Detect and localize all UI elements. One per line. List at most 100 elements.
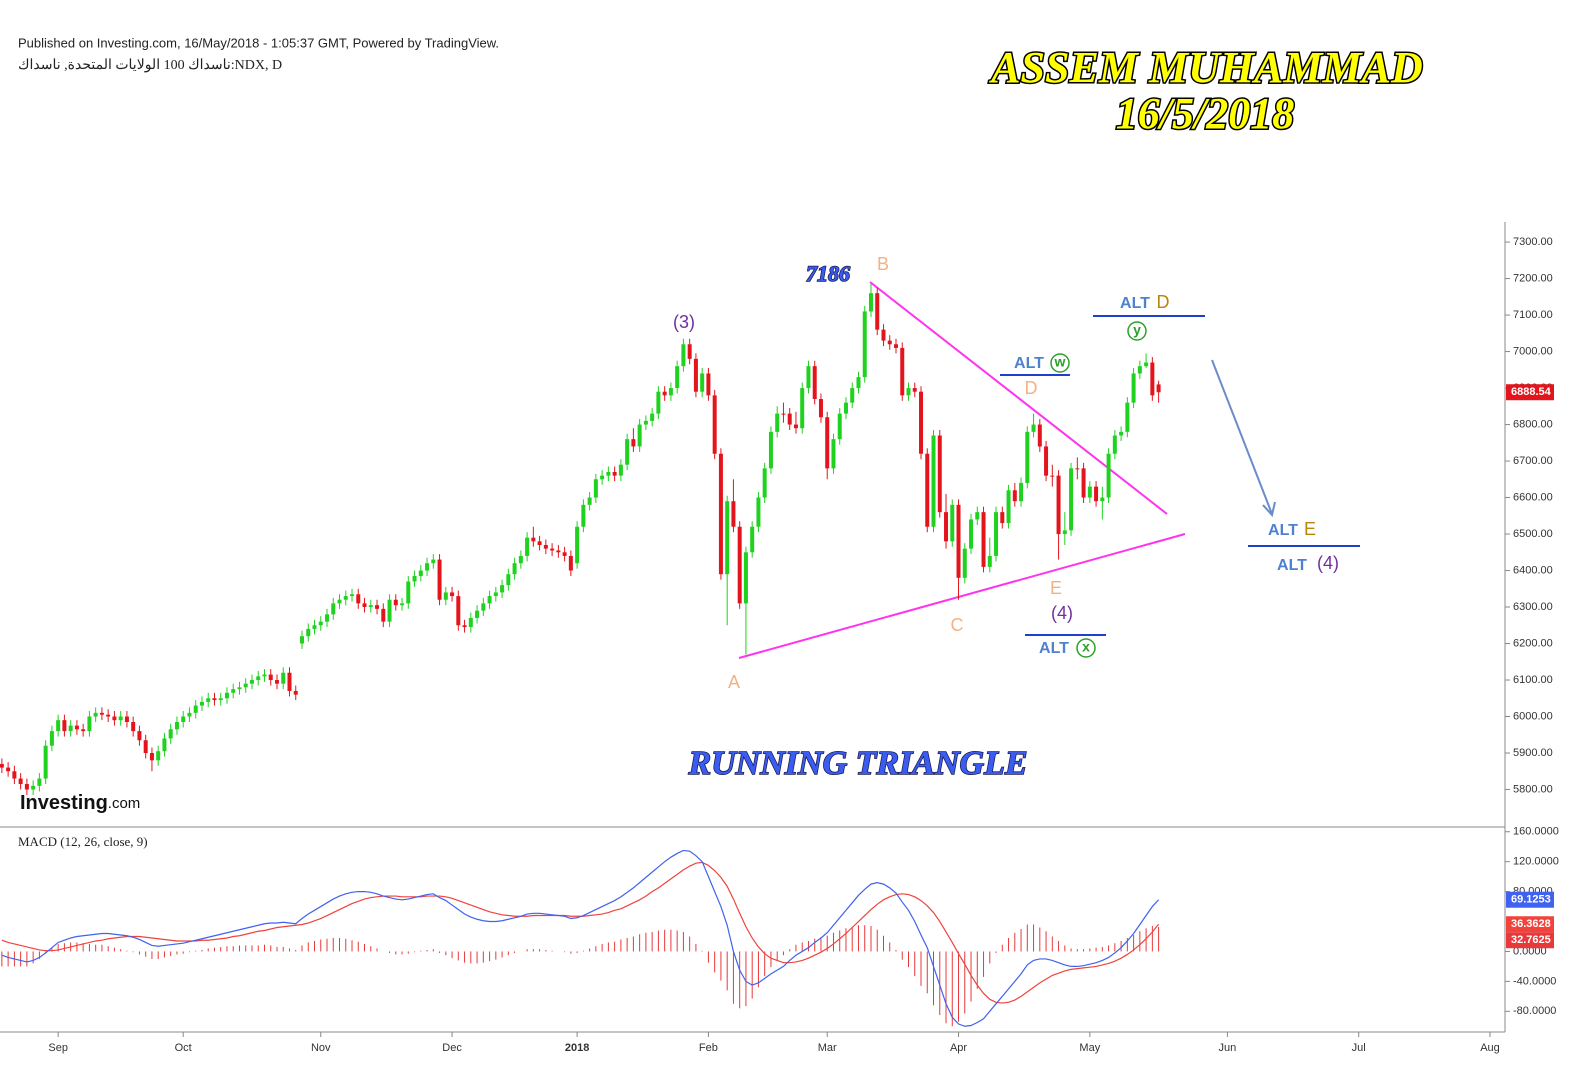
candle-body bbox=[1031, 424, 1036, 432]
candle-body bbox=[862, 311, 867, 378]
candle-body bbox=[1050, 475, 1055, 477]
alt-wave: E bbox=[1304, 519, 1316, 539]
wave-label: (3) bbox=[673, 312, 695, 332]
candle-body bbox=[675, 366, 680, 389]
candle-body bbox=[950, 504, 955, 542]
candle-body bbox=[768, 431, 773, 469]
candle-body bbox=[268, 674, 273, 681]
candle-body bbox=[1037, 424, 1042, 447]
y-tick-label: 5900.00 bbox=[1513, 747, 1553, 759]
alt-label: ALT bbox=[1268, 522, 1298, 539]
x-tick-label: 2018 bbox=[565, 1042, 589, 1054]
candle-body bbox=[843, 402, 848, 414]
y-tick-label: 6700.00 bbox=[1513, 455, 1553, 467]
candle-body bbox=[1137, 366, 1142, 374]
x-tick-label: Dec bbox=[442, 1042, 462, 1054]
x-tick-label: Apr bbox=[950, 1042, 967, 1054]
candle-body bbox=[587, 497, 592, 505]
candle-body bbox=[81, 729, 86, 732]
alt-label: ALT bbox=[1014, 355, 1044, 372]
candle-body bbox=[656, 391, 661, 414]
trend-line bbox=[869, 281, 1168, 515]
last-value-box bbox=[1506, 891, 1554, 908]
candle-body bbox=[425, 563, 430, 571]
candle-body bbox=[212, 698, 217, 701]
candle-body bbox=[368, 605, 373, 608]
candle-body bbox=[249, 680, 254, 684]
candle-body bbox=[187, 712, 192, 717]
candle-body bbox=[174, 721, 179, 730]
y-tick-label: 5800.00 bbox=[1513, 783, 1553, 795]
candle-body bbox=[1100, 497, 1105, 502]
candle-body bbox=[437, 559, 442, 600]
candle-body bbox=[1150, 362, 1155, 396]
candle-body bbox=[962, 548, 967, 578]
last-value-box bbox=[1506, 384, 1554, 401]
candle-body bbox=[881, 329, 886, 341]
alt-wave: x bbox=[1082, 639, 1090, 655]
candle-body bbox=[787, 413, 792, 425]
candle-body bbox=[525, 537, 530, 556]
candle-body bbox=[1106, 453, 1111, 498]
candle-body bbox=[512, 563, 517, 575]
candle-body bbox=[725, 501, 730, 575]
candle-body bbox=[618, 464, 623, 476]
y-tick-label: 6000.00 bbox=[1513, 710, 1553, 722]
candle-body bbox=[900, 347, 905, 396]
candle-body bbox=[668, 388, 673, 396]
y-tick-label: 6100.00 bbox=[1513, 674, 1553, 686]
candle-body bbox=[969, 519, 974, 549]
candle-body bbox=[162, 738, 167, 752]
candle-body bbox=[243, 683, 248, 688]
candle-body bbox=[262, 674, 267, 677]
candle-body bbox=[237, 687, 242, 690]
candle-body bbox=[931, 435, 936, 527]
candle-body bbox=[706, 373, 711, 396]
candle-body bbox=[300, 636, 305, 644]
candle-body bbox=[118, 716, 123, 721]
last-value-box bbox=[1506, 932, 1554, 949]
logo: Investing.com bbox=[20, 792, 140, 814]
y-tick-label: 6400.00 bbox=[1513, 564, 1553, 576]
candle-body bbox=[362, 603, 367, 608]
candle-body bbox=[1006, 490, 1011, 524]
candle-body bbox=[543, 544, 548, 549]
candle-body bbox=[1087, 486, 1092, 498]
candle-body bbox=[199, 701, 204, 706]
candle-body bbox=[131, 721, 136, 732]
candle-body bbox=[550, 548, 555, 551]
arrow-head bbox=[1262, 501, 1276, 518]
candle-body bbox=[568, 555, 573, 571]
x-tick-label: May bbox=[1079, 1042, 1100, 1054]
candle-body bbox=[506, 574, 511, 586]
candle-body bbox=[1112, 435, 1117, 454]
candle-body bbox=[1125, 402, 1130, 432]
candle-body bbox=[593, 479, 598, 498]
candle-body bbox=[937, 435, 942, 513]
candle-body bbox=[306, 628, 311, 637]
y-tick-label: 0.0000 bbox=[1513, 945, 1547, 957]
candle-body bbox=[756, 497, 761, 527]
candle-body bbox=[912, 388, 917, 392]
x-tick-label: Nov bbox=[311, 1042, 331, 1054]
candle-body bbox=[381, 608, 386, 622]
candle-body bbox=[74, 725, 79, 730]
candle-body bbox=[312, 625, 317, 629]
candle-body bbox=[831, 439, 836, 469]
wave-label: A bbox=[728, 672, 740, 692]
candle-body bbox=[487, 596, 492, 604]
candle-body bbox=[331, 603, 336, 615]
candle-body bbox=[0, 763, 4, 768]
macd-line bbox=[1, 849, 1160, 1027]
candle-body bbox=[475, 610, 480, 618]
candle-body bbox=[281, 672, 286, 684]
candle-body bbox=[99, 712, 104, 715]
candle-body bbox=[443, 592, 448, 600]
candle-body bbox=[1069, 468, 1074, 531]
wave-circle bbox=[1050, 353, 1070, 373]
candle-body bbox=[887, 340, 892, 345]
candle-body bbox=[875, 293, 880, 330]
candle-body bbox=[350, 594, 355, 597]
signal-line bbox=[1, 861, 1160, 1004]
candle-body bbox=[562, 552, 567, 556]
